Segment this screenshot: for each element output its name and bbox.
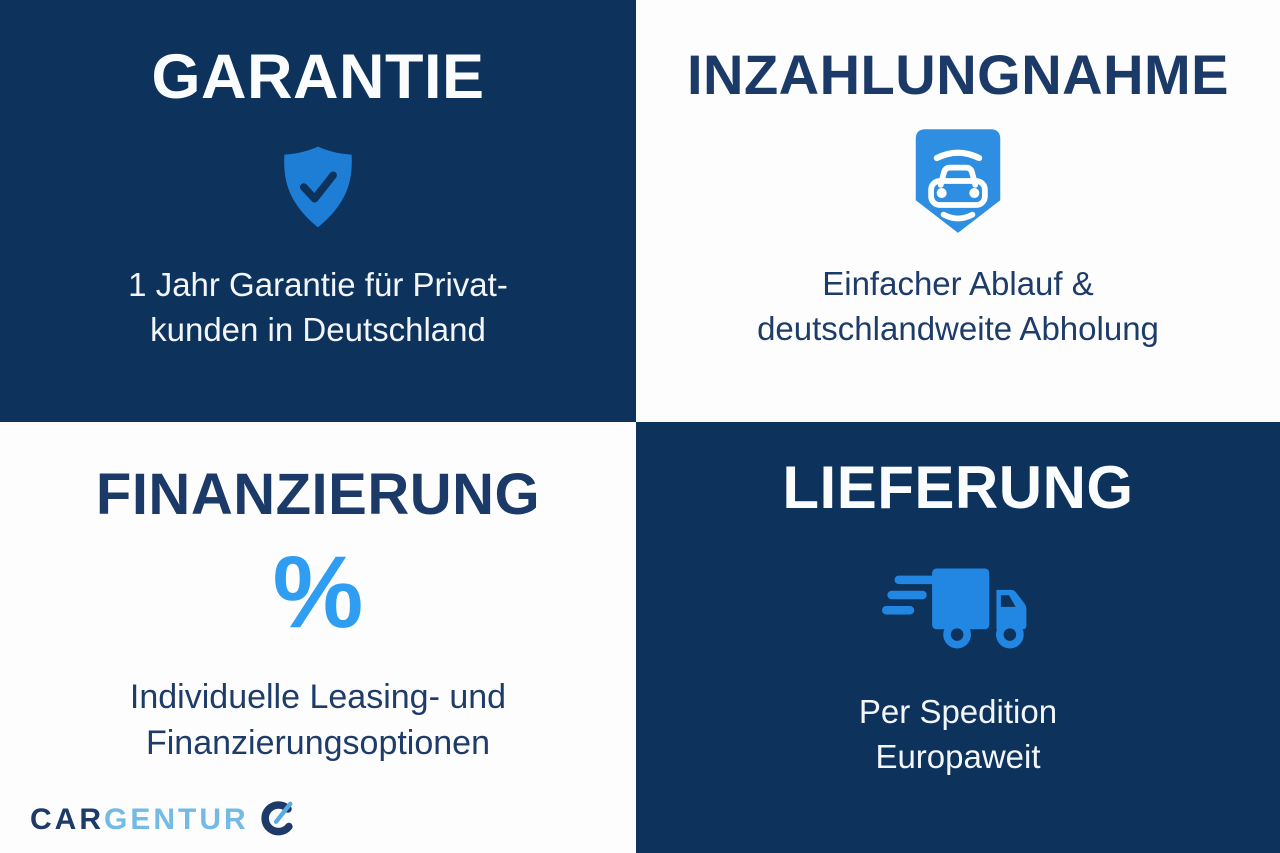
car-badge-icon <box>910 125 1006 244</box>
cargentur-logo: CARGENTUR <box>30 801 296 839</box>
inzahlungnahme-caption: Einfacher Ablauf & deutschlandweite Abho… <box>757 261 1159 351</box>
quadrant-inzahlungnahme: INZAHLUNGNAHME Einfacher Ablauf & deutsc… <box>636 0 1280 422</box>
lieferung-title: LIEFERUNG <box>782 454 1134 521</box>
logo-text-gentur: GENTUR <box>104 803 249 836</box>
garantie-line-2: kunden in Deutschland <box>150 311 486 348</box>
percent-icon: % <box>272 535 364 649</box>
delivery-truck-icon <box>882 554 1034 663</box>
quadrant-lieferung: LIEFERUNG Per Spedition Europaweit <box>636 422 1280 853</box>
garantie-title: GARANTIE <box>151 42 485 112</box>
finanzierung-caption: Individuelle Leasing- und Finanzierungso… <box>130 674 506 766</box>
lieferung-line-2: Europaweit <box>875 738 1041 775</box>
shield-check-icon <box>276 135 360 244</box>
quadrant-finanzierung: FINANZIERUNG % Individuelle Leasing- und… <box>0 422 636 853</box>
lieferung-line-1: Per Spedition <box>858 693 1058 730</box>
logo-text-car: CAR <box>30 803 104 836</box>
cargentur-wordmark: CARGENTUR <box>30 803 249 837</box>
cargentur-c-mark-icon <box>261 801 293 836</box>
quadrant-garantie: GARANTIE 1 Jahr Garantie für Privat- kun… <box>0 0 636 422</box>
inzahlungnahme-line-1: Einfacher Ablauf & <box>822 265 1094 302</box>
inzahlungnahme-line-2: deutschlandweite Abholung <box>757 310 1159 347</box>
garantie-caption: 1 Jahr Garantie für Privat- kunden in De… <box>128 262 508 352</box>
finanzierung-line-1: Individuelle Leasing- und <box>129 678 507 716</box>
finanzierung-title: FINANZIERUNG <box>95 462 541 527</box>
garantie-line-1: 1 Jahr Garantie für Privat- <box>128 266 508 303</box>
finanzierung-line-2: Finanzierungsoptionen <box>145 724 490 762</box>
lieferung-caption: Per Spedition Europaweit <box>859 689 1057 779</box>
inzahlungnahme-title: INZAHLUNGNAHME <box>686 43 1230 106</box>
